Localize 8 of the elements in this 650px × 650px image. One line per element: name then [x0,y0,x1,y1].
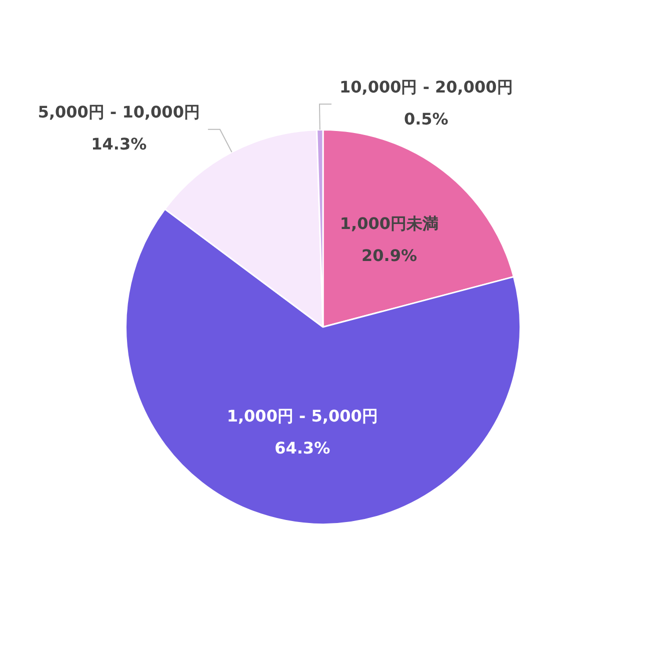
data-label: 14.3% [91,134,147,154]
data-label: 64.3% [274,438,330,458]
data-label: 20.9% [361,246,417,266]
slice-label: 1,000円未満 [340,214,439,234]
slice-label: 10,000円 - 20,000円 [340,77,513,96]
slice-label: 1,000円 - 5,000円 [226,406,378,426]
data-label: 0.5% [404,109,448,128]
slice-label: 5,000円 - 10,000円 [38,102,200,122]
